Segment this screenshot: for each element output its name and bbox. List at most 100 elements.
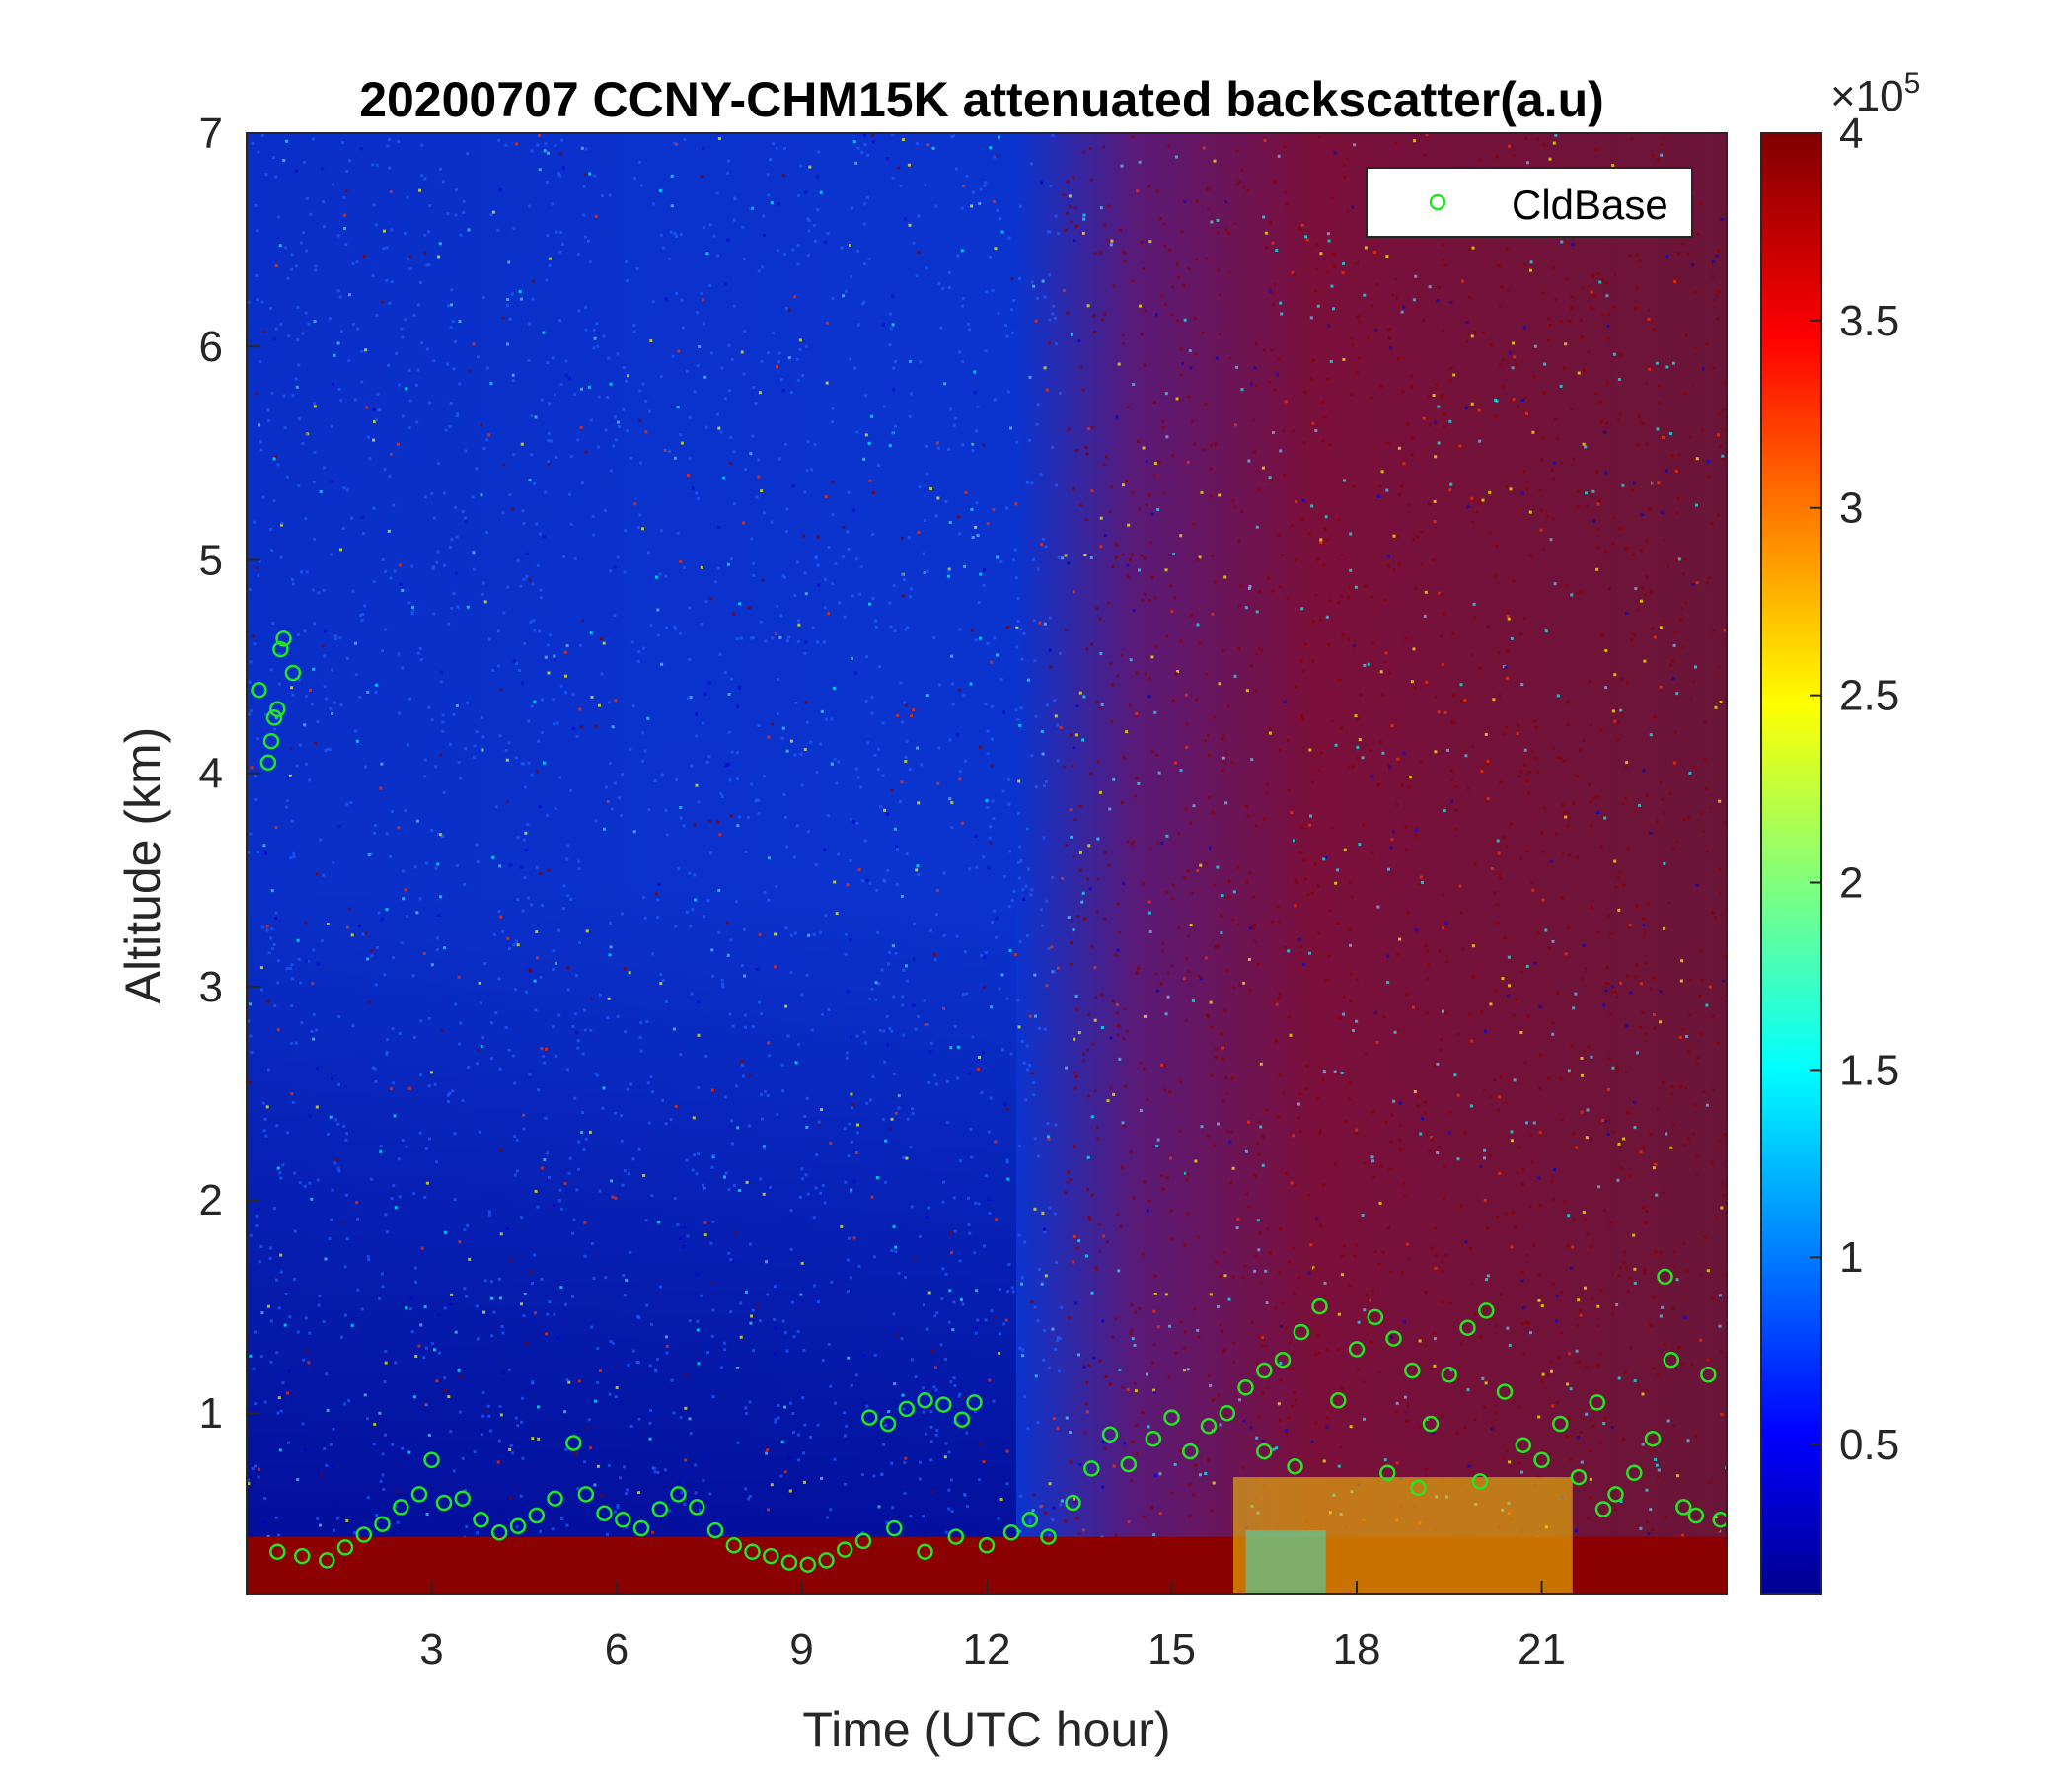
heatmap-cell — [1328, 909, 1332, 913]
heatmap-cell — [744, 850, 748, 853]
heatmap-cell — [695, 712, 698, 716]
heatmap-cell — [857, 323, 860, 327]
heatmap-cell — [528, 479, 532, 482]
heatmap-cell — [1490, 343, 1494, 347]
heatmap-cell — [272, 1207, 276, 1211]
heatmap-cell — [557, 172, 560, 176]
heatmap-cell — [907, 536, 911, 540]
heatmap-cell — [1276, 373, 1280, 377]
heatmap-cell — [398, 563, 402, 567]
heatmap-cell — [290, 253, 294, 257]
heatmap-cell — [439, 895, 443, 899]
heatmap-cell — [1656, 1373, 1660, 1376]
heatmap-cell — [1632, 632, 1636, 636]
heatmap-cell — [1470, 402, 1474, 406]
heatmap-cell — [1644, 1221, 1648, 1224]
heatmap-cell — [1157, 771, 1161, 775]
heatmap-cell — [915, 142, 919, 146]
heatmap-cell — [275, 1124, 279, 1128]
heatmap-cell — [476, 1531, 479, 1535]
heatmap-cell — [805, 720, 809, 724]
heatmap-cell — [430, 718, 434, 722]
heatmap-cell — [717, 889, 721, 892]
heatmap-cell — [990, 660, 994, 664]
heatmap-cell — [1683, 1086, 1687, 1090]
heatmap-cell — [249, 709, 253, 713]
heatmap-cell — [1280, 312, 1284, 316]
heatmap-cell — [1606, 381, 1610, 385]
heatmap-cell — [1351, 895, 1355, 899]
heatmap-cell — [1150, 1506, 1154, 1510]
heatmap-cell — [697, 1362, 701, 1366]
heatmap-cell — [332, 860, 335, 864]
heatmap-cell — [390, 280, 394, 284]
heatmap-cell — [748, 1495, 752, 1498]
heatmap-cell — [1688, 771, 1692, 775]
heatmap-cell — [520, 1396, 524, 1400]
heatmap-cell — [1294, 904, 1297, 908]
heatmap-cell — [1101, 1485, 1105, 1489]
heatmap-cell — [287, 334, 291, 338]
heatmap-cell — [247, 851, 251, 855]
heatmap-cell — [742, 927, 746, 931]
heatmap-cell — [1272, 303, 1275, 307]
heatmap-cell — [1495, 155, 1499, 159]
heatmap-cell — [1355, 1243, 1359, 1247]
heatmap-cell — [1554, 832, 1558, 836]
heatmap-cell — [958, 777, 962, 781]
heatmap-cell — [914, 1027, 918, 1031]
heatmap-cell — [664, 1122, 668, 1126]
heatmap-cell — [372, 438, 375, 442]
heatmap-cell — [1364, 1052, 1368, 1056]
heatmap-cell — [309, 212, 313, 216]
heatmap-cell — [1077, 1031, 1081, 1035]
heatmap-cell — [656, 916, 660, 920]
heatmap-cell — [532, 619, 536, 623]
heatmap-cell — [1257, 1336, 1261, 1340]
heatmap-cell — [316, 1178, 320, 1182]
heatmap-cell — [481, 1391, 485, 1395]
heatmap-cell — [506, 936, 510, 940]
heatmap-cell — [472, 551, 476, 555]
heatmap-cell — [1483, 1156, 1486, 1160]
heatmap-cell — [1644, 1032, 1647, 1036]
heatmap-cell — [260, 300, 264, 304]
heatmap-cell — [911, 1107, 915, 1111]
heatmap-cell — [938, 683, 942, 687]
heatmap-cell — [448, 425, 452, 429]
heatmap-cell — [696, 1000, 700, 1004]
heatmap-cell — [319, 1473, 323, 1477]
heatmap-cell — [1260, 1344, 1264, 1348]
heatmap-cell — [648, 409, 652, 413]
heatmap-cell — [1137, 507, 1141, 511]
heatmap-cell — [1186, 460, 1190, 464]
heatmap-cell — [511, 379, 515, 383]
heatmap-cell — [636, 660, 640, 663]
heatmap-cell — [1539, 528, 1543, 532]
heatmap-cell — [1720, 1182, 1724, 1186]
heatmap-cell — [1221, 756, 1225, 760]
heatmap-cell — [1314, 1421, 1318, 1425]
heatmap-cell — [1619, 1500, 1623, 1503]
heatmap-cell — [1452, 373, 1456, 377]
heatmap-cell — [300, 1021, 304, 1024]
heatmap-cell — [1264, 1269, 1268, 1273]
heatmap-cell — [1115, 1011, 1119, 1015]
heatmap-cell — [1245, 880, 1248, 884]
heatmap-cell — [1465, 321, 1469, 325]
heatmap-cell — [325, 1463, 329, 1467]
heatmap-cell — [1302, 858, 1306, 862]
heatmap-cell — [539, 1529, 543, 1533]
heatmap-cell — [344, 1138, 348, 1142]
heatmap-cell — [649, 339, 653, 342]
heatmap-cell — [459, 1021, 463, 1025]
heatmap-cell — [534, 1311, 537, 1315]
heatmap-cell — [299, 241, 303, 245]
heatmap-cell — [1372, 1175, 1376, 1179]
heatmap-cell — [1654, 1250, 1658, 1254]
heatmap-cell — [1283, 474, 1287, 478]
heatmap-cell — [1607, 1118, 1611, 1122]
heatmap-cell — [789, 1209, 793, 1213]
heatmap-cell — [295, 385, 299, 389]
heatmap-cell — [1138, 568, 1141, 572]
